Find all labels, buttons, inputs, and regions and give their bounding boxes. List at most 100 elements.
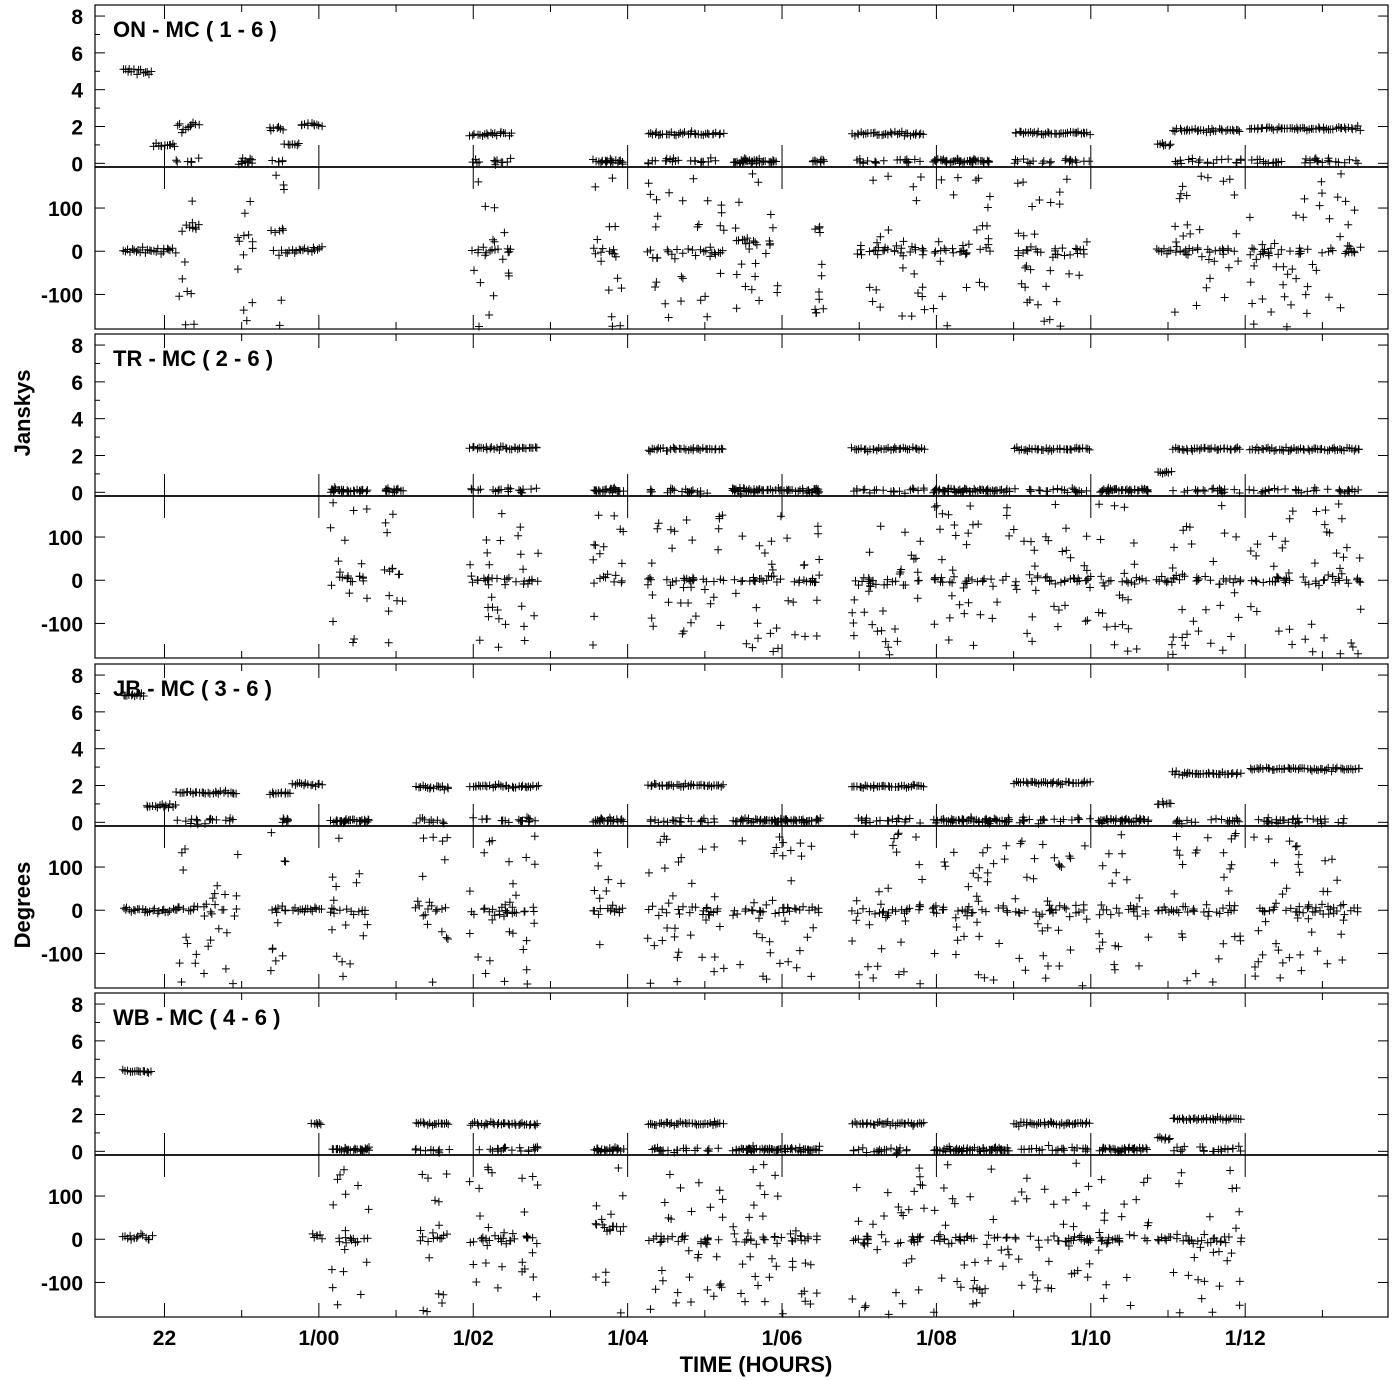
data-point	[1110, 640, 1119, 649]
data-point	[949, 848, 958, 857]
data-point	[428, 978, 437, 987]
data-point	[1225, 175, 1234, 184]
data-point	[484, 1223, 493, 1232]
data-point	[1318, 248, 1327, 257]
data-point	[674, 858, 683, 866]
data-point	[1193, 244, 1202, 252]
data-point	[1122, 1273, 1131, 1282]
data-point	[897, 244, 906, 253]
data-point	[1348, 643, 1357, 651]
data-point	[512, 577, 520, 586]
data-point	[1278, 543, 1287, 552]
data-point	[1353, 907, 1362, 916]
data-point	[1236, 576, 1245, 585]
data-point	[689, 443, 698, 452]
data-point	[1195, 156, 1204, 164]
data-point	[783, 534, 792, 543]
data-point	[1034, 819, 1043, 828]
data-point	[1033, 573, 1042, 582]
data-point	[768, 223, 777, 232]
amplitude-tick-label: 4	[71, 1068, 83, 1091]
data-point	[718, 246, 727, 255]
data-point	[863, 1118, 872, 1127]
data-point	[854, 970, 863, 979]
data-point	[1340, 910, 1349, 919]
data-point	[504, 271, 513, 280]
data-point	[1040, 816, 1049, 825]
data-point	[1120, 816, 1129, 825]
data-point	[971, 1258, 979, 1267]
data-point	[1048, 1146, 1057, 1155]
data-point	[1250, 833, 1258, 842]
data-point	[1278, 890, 1287, 899]
data-point	[894, 829, 903, 838]
data-point	[684, 1246, 693, 1255]
data-point	[486, 246, 495, 255]
data-point	[518, 1174, 527, 1183]
data-point	[1030, 854, 1039, 863]
data-point	[905, 814, 914, 823]
data-point	[1178, 633, 1187, 642]
data-point	[873, 238, 881, 247]
data-point	[480, 904, 489, 913]
data-point	[1072, 1188, 1081, 1197]
data-point	[1038, 926, 1047, 935]
data-point	[1055, 188, 1064, 197]
data-point	[1300, 194, 1309, 203]
data-point	[702, 916, 710, 924]
data-point	[715, 130, 724, 139]
data-point	[1022, 245, 1031, 254]
data-point	[789, 598, 798, 607]
data-point	[730, 575, 739, 584]
data-point	[148, 1231, 157, 1240]
data-point	[1050, 1232, 1058, 1240]
data-point	[748, 157, 757, 166]
data-point	[1126, 1301, 1135, 1310]
data-point	[885, 650, 894, 659]
data-point	[901, 917, 910, 925]
data-point	[966, 502, 975, 510]
data-point	[1336, 487, 1345, 496]
data-point	[872, 285, 881, 294]
data-point	[751, 272, 760, 281]
data-point	[593, 816, 602, 825]
data-point	[676, 599, 685, 607]
data-point	[474, 248, 482, 257]
data-point	[1181, 246, 1190, 254]
data-point	[246, 197, 255, 206]
data-point	[233, 233, 242, 242]
data-point	[888, 841, 897, 850]
data-point	[508, 909, 517, 918]
data-point	[1039, 951, 1048, 960]
data-point	[133, 70, 142, 79]
data-point	[434, 1197, 443, 1206]
data-point	[974, 520, 983, 529]
data-point	[136, 248, 145, 257]
data-point	[706, 599, 715, 608]
data-point	[1226, 1166, 1235, 1175]
data-point	[129, 65, 138, 74]
data-point	[222, 928, 231, 937]
phase-tick-label: 0	[71, 1229, 83, 1252]
data-point	[703, 489, 712, 498]
data-point	[1065, 912, 1074, 921]
data-point	[800, 560, 809, 569]
data-point	[918, 250, 927, 259]
data-point	[1252, 551, 1261, 560]
data-point	[1251, 576, 1260, 585]
data-point	[1212, 814, 1220, 823]
data-point	[872, 159, 881, 168]
data-point	[652, 278, 661, 287]
data-point	[699, 247, 708, 256]
data-point	[277, 296, 286, 305]
data-point	[920, 445, 929, 454]
data-point	[278, 951, 287, 960]
data-point	[507, 129, 516, 138]
data-point	[808, 903, 817, 912]
data-point	[883, 1188, 892, 1197]
data-point	[614, 487, 623, 495]
data-point	[1277, 245, 1286, 254]
data-point	[1025, 815, 1034, 824]
data-point	[200, 912, 209, 920]
data-point	[949, 248, 958, 257]
